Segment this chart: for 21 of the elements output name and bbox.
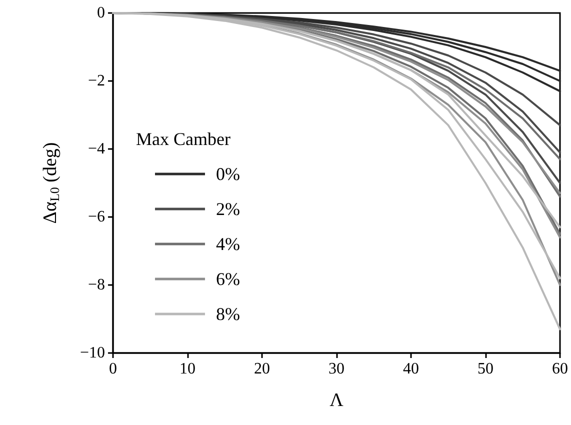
legend-label: 2% bbox=[216, 199, 240, 219]
y-tick-label: −4 bbox=[88, 140, 105, 158]
y-axis-title: ΔαL0 (deg) bbox=[40, 142, 62, 224]
y-tick-label: −8 bbox=[88, 276, 105, 294]
x-tick-label: 60 bbox=[552, 360, 568, 378]
legend-label: 6% bbox=[216, 269, 240, 289]
y-tick-label: −6 bbox=[88, 208, 105, 226]
legend-title: Max Camber bbox=[136, 129, 230, 149]
x-tick-label: 50 bbox=[478, 360, 494, 378]
x-tick-label: 20 bbox=[254, 360, 270, 378]
y-tick-label: −10 bbox=[80, 344, 105, 362]
x-tick-label: 10 bbox=[180, 360, 196, 378]
y-tick-label: −2 bbox=[88, 72, 105, 90]
x-axis-title: Λ bbox=[330, 390, 344, 411]
legend-label: 8% bbox=[216, 304, 240, 324]
y-tick-label: 0 bbox=[97, 4, 105, 22]
legend-label: 0% bbox=[216, 164, 240, 184]
x-tick-label: 0 bbox=[109, 360, 117, 378]
x-tick-label: 40 bbox=[403, 360, 419, 378]
x-tick-label: 30 bbox=[328, 360, 344, 378]
legend-label: 4% bbox=[216, 234, 240, 254]
